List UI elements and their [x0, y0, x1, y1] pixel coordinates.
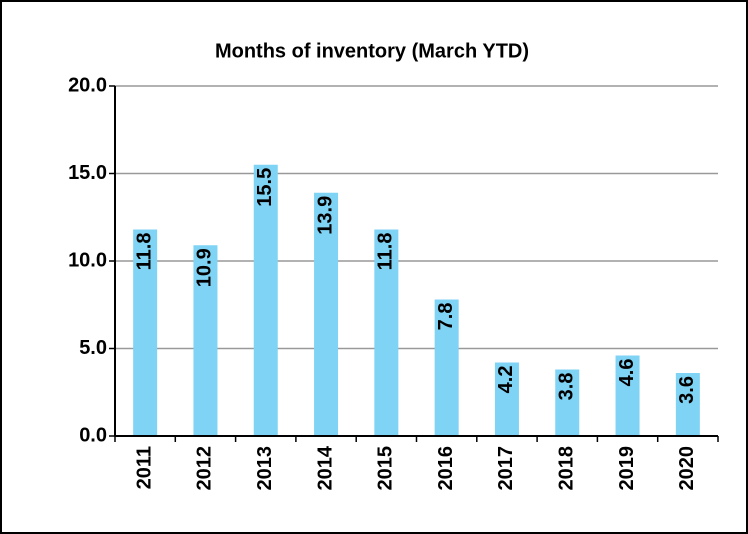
- data-label: 11.8: [375, 233, 397, 271]
- y-tick-label: 15.0: [68, 162, 107, 184]
- x-tick-label: 2014: [314, 445, 336, 490]
- bar: [675, 373, 700, 436]
- data-label: 3.6: [676, 376, 698, 404]
- data-label: 11.8: [133, 233, 155, 271]
- data-label: 4.2: [495, 366, 517, 394]
- x-tick-label: 2017: [495, 446, 517, 491]
- bar: [615, 355, 640, 436]
- data-label: 7.8: [435, 303, 457, 331]
- x-tick-label: 2019: [616, 446, 638, 491]
- x-tick-label: 2020: [676, 446, 698, 491]
- bar: [133, 229, 158, 436]
- bar: [314, 192, 339, 436]
- data-label: 3.8: [556, 373, 578, 401]
- y-tick-label: 5.0: [79, 337, 107, 359]
- bar: [193, 245, 218, 436]
- data-label: 4.6: [616, 359, 638, 387]
- data-label: 10.9: [194, 248, 216, 287]
- y-tick-label: 20.0: [68, 74, 107, 96]
- bar: [494, 362, 519, 436]
- bar: [434, 299, 459, 436]
- chart-title: Months of inventory (March YTD): [215, 40, 529, 62]
- bar: [374, 229, 399, 436]
- data-label: 13.9: [314, 196, 336, 235]
- x-tick-label: 2013: [254, 446, 276, 491]
- x-tick-label: 2011: [133, 446, 155, 489]
- x-tick-label: 2015: [375, 446, 397, 491]
- y-tick-label: 10.0: [68, 249, 107, 271]
- x-tick-label: 2018: [556, 446, 578, 491]
- x-tick-label: 2012: [194, 446, 216, 491]
- bar: [555, 369, 580, 436]
- data-label: 15.5: [254, 168, 276, 207]
- bar: [253, 164, 278, 436]
- x-tick-label: 2016: [435, 446, 457, 491]
- y-tick-label: 0.0: [79, 424, 107, 446]
